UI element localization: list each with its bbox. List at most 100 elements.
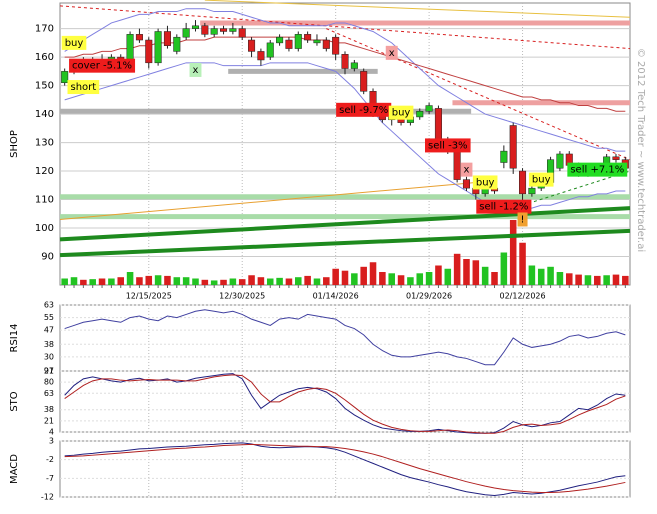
signal-label: buy xyxy=(532,175,551,186)
volume-bar xyxy=(519,242,526,285)
volume-bar xyxy=(80,279,87,285)
candle-body xyxy=(182,28,190,38)
volume-bar xyxy=(192,278,199,285)
candle-body xyxy=(220,28,228,32)
volume-bar xyxy=(351,273,358,285)
volume-bar xyxy=(435,265,442,285)
volume-bar xyxy=(201,279,209,285)
signal-box xyxy=(517,212,528,227)
volume-bar xyxy=(108,278,115,285)
y-tick-label: 97 xyxy=(44,367,54,376)
candle-body xyxy=(332,36,340,55)
x-tick-label: 01/14/2026 xyxy=(313,292,359,301)
signal-box xyxy=(567,162,628,177)
x-tick-label: 12/30/2025 xyxy=(219,292,265,301)
y-axis-title: SHOP xyxy=(9,130,20,158)
y-tick-label: -2 xyxy=(46,455,54,464)
volume-bar xyxy=(397,275,405,285)
volume-bar xyxy=(416,273,424,285)
y-tick-label: 47 xyxy=(44,326,54,335)
trend-line xyxy=(59,228,631,258)
signal-box xyxy=(69,58,136,73)
signal-label: buy xyxy=(392,108,411,119)
watermark: © 2012 Tech Trader ~ www.techtrader.ai xyxy=(635,48,646,252)
y-tick-label: 4 xyxy=(49,428,54,437)
volume-bar xyxy=(117,277,125,285)
y-axis-title: MACD xyxy=(9,454,20,484)
candle-body xyxy=(453,148,461,180)
volume-bar xyxy=(136,277,143,285)
candle-body xyxy=(294,34,302,49)
y-tick-label: 63 xyxy=(44,389,54,398)
volume-bar xyxy=(565,273,573,285)
volume-bar xyxy=(173,277,181,285)
signal-box xyxy=(424,138,471,153)
candle-body xyxy=(425,105,433,112)
volume-bar xyxy=(622,275,629,285)
candle-body xyxy=(313,39,321,44)
trend-line xyxy=(59,206,631,242)
candle-body xyxy=(519,170,527,195)
volume-bar xyxy=(126,272,134,285)
volume-bar xyxy=(266,278,274,285)
signal-box xyxy=(67,80,100,95)
volume-bar xyxy=(304,275,311,285)
candle-body xyxy=(145,39,153,64)
candle-body xyxy=(229,28,237,32)
volume-bar xyxy=(537,268,545,285)
trend-line xyxy=(326,28,631,161)
candle-body xyxy=(276,36,284,44)
signal-box xyxy=(476,199,532,214)
candle-body xyxy=(304,34,312,41)
volume-bar xyxy=(547,266,554,285)
signal-label: sell -9.7% xyxy=(339,105,388,116)
volume-bar xyxy=(276,277,283,285)
indicator-line xyxy=(64,309,626,366)
signal-label: x xyxy=(389,48,395,59)
candle-body xyxy=(360,71,368,92)
y-tick-label: 38 xyxy=(44,340,54,349)
x-tick-label: 12/15/2025 xyxy=(126,292,172,301)
candle-body xyxy=(135,34,143,41)
volume-bar xyxy=(500,252,508,285)
volume-bar xyxy=(70,277,78,285)
y-tick-label: 30 xyxy=(44,352,54,361)
y-tick-label: 160 xyxy=(35,52,54,63)
volume-bar xyxy=(285,278,293,285)
indicator-line xyxy=(64,443,626,494)
signal-box xyxy=(61,35,87,50)
signal-label: cover -5.1% xyxy=(72,61,132,72)
volume-bar xyxy=(584,275,592,285)
candle-body xyxy=(266,42,274,58)
volume-bar xyxy=(89,279,96,285)
candle-body xyxy=(163,31,171,46)
volume-bar xyxy=(472,260,480,285)
signal-label: x xyxy=(193,65,199,76)
volume-bar xyxy=(369,262,377,285)
volume-bar xyxy=(388,273,395,285)
volume-bar xyxy=(295,277,302,285)
volume-bar xyxy=(61,278,68,285)
indicator-line xyxy=(64,374,626,434)
volume-bar xyxy=(491,272,498,285)
y-tick-label: 80 xyxy=(44,378,54,387)
y-tick-label: -7 xyxy=(46,474,54,483)
signal-label: buy xyxy=(476,177,495,188)
volume-bar xyxy=(323,277,330,285)
candle-body xyxy=(341,54,349,69)
panel-frame xyxy=(59,304,631,372)
candle-body xyxy=(248,39,256,52)
x-tick-label: 01/29/2026 xyxy=(406,292,452,301)
signal-label: sell -1.2% xyxy=(479,202,528,213)
volume-bar xyxy=(257,277,265,285)
candle-body xyxy=(210,28,218,35)
volume-bar xyxy=(360,266,367,285)
volume-bar xyxy=(313,278,321,285)
volume-bar xyxy=(603,275,610,285)
trend-line xyxy=(204,0,631,18)
signal-label: buy xyxy=(65,38,84,49)
candle-body xyxy=(528,187,536,195)
candle-body xyxy=(61,71,69,84)
volume-bar xyxy=(612,274,620,285)
volume-bar xyxy=(154,275,162,285)
